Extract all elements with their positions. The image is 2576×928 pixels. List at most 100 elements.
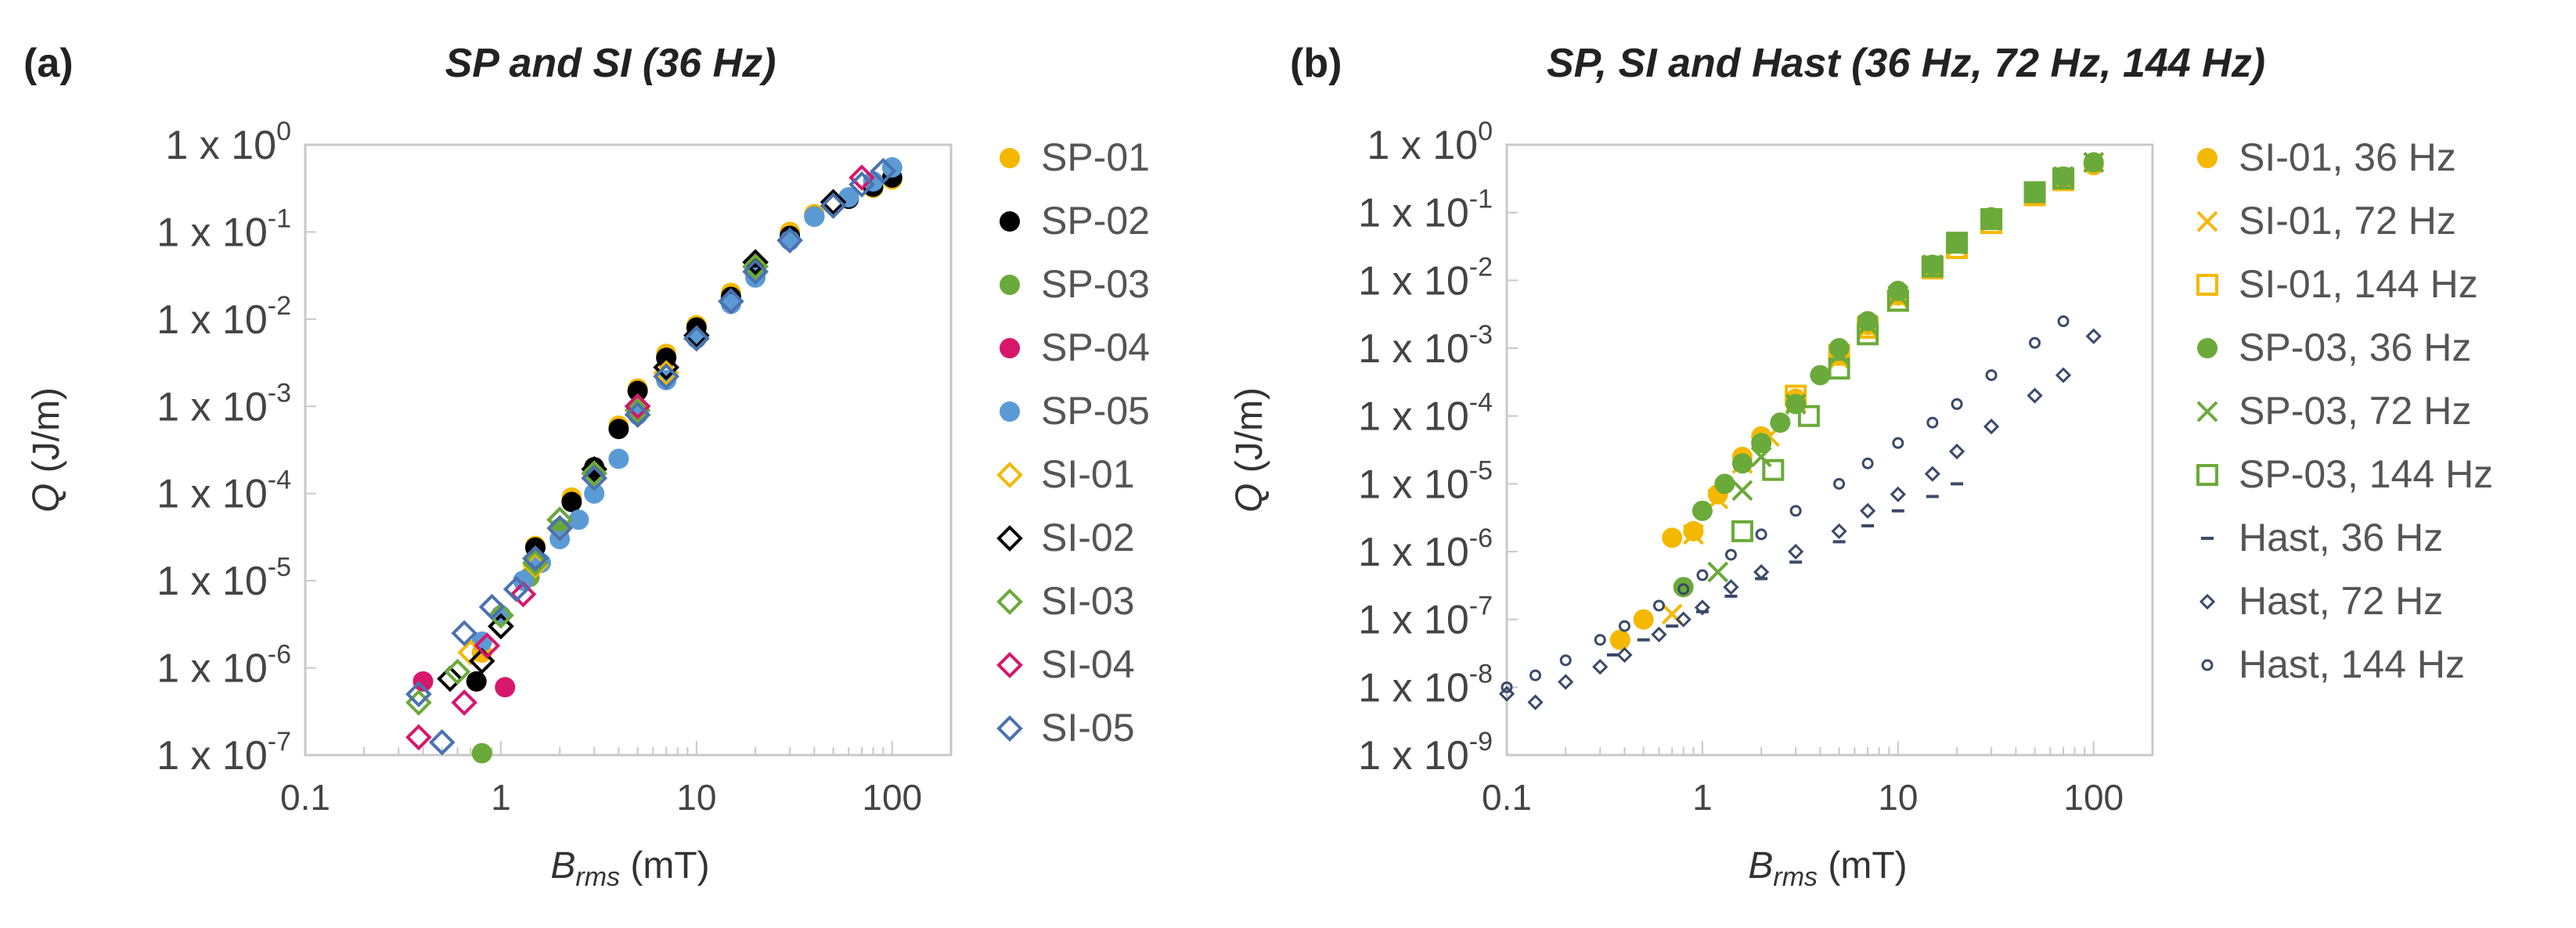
data-point [820, 189, 847, 216]
data-point [1924, 466, 1940, 482]
y-tick-exponent: -6 [268, 640, 291, 670]
y-tick-label: 1 x 10-1 [157, 203, 291, 255]
data-point [2083, 152, 2105, 173]
data-point [1675, 611, 1692, 628]
data-point [1887, 285, 1909, 306]
panel-a-x-ticks: 0.1 1 10 100 [280, 741, 952, 818]
y-tick-base: 1 x 10 [1358, 733, 1469, 779]
data-point [2024, 182, 2045, 203]
legend-label: SP-01 [1041, 135, 1150, 179]
series-si-01 [457, 192, 847, 666]
y-tick-exponent: -3 [1469, 320, 1493, 350]
legend-marker [2197, 148, 2218, 168]
y-tick-label: 1 x 10-7 [1358, 592, 1493, 643]
y-tick-exponent: -2 [1469, 252, 1493, 282]
data-point [1886, 290, 1909, 312]
y-tick-exponent: -4 [268, 466, 291, 495]
data-point [780, 230, 801, 251]
legend-label: SI-01, 72 Hz [2239, 199, 2456, 243]
x-axis-label-sub: rms [575, 862, 620, 892]
legend-label: SI-04 [1041, 642, 1135, 686]
data-point [478, 593, 506, 620]
legend-item: SI-04 [996, 642, 1135, 686]
x-tick-label: 100 [862, 777, 922, 818]
data-point [863, 171, 884, 192]
data-point [718, 288, 744, 315]
panel-b-title: SP, SI and Hast (36 Hz, 72 Hz, 144 Hz) [1547, 41, 2265, 86]
data-point [1529, 669, 1542, 682]
data-point [1683, 520, 1704, 541]
y-tick-label: 1 x 10-5 [157, 552, 291, 604]
legend-label: SP-03, 72 Hz [2239, 389, 2471, 433]
legend-marker [2196, 401, 2218, 423]
data-point [1696, 569, 1709, 581]
legend-marker [2196, 210, 2218, 232]
data-point [624, 401, 651, 428]
y-tick-base: 1 x 10 [157, 297, 268, 343]
data-point [608, 419, 629, 440]
legend-item: Hast, 36 Hz [2201, 516, 2443, 559]
data-point [1501, 681, 1513, 693]
series-sp-04 [413, 671, 516, 698]
legend-marker [1000, 275, 1020, 295]
series-si-03 [405, 253, 769, 716]
data-point [624, 397, 651, 424]
data-point [2052, 167, 2075, 189]
data-point [1694, 599, 1711, 616]
data-point [820, 192, 847, 219]
legend-item: SI-03 [996, 579, 1135, 623]
y-tick-label: 1 x 100 [165, 117, 291, 168]
data-point [1609, 629, 1630, 650]
data-point [1948, 443, 1965, 460]
legend-marker [1000, 148, 1020, 168]
legend-item: SP-03, 72 Hz [2196, 389, 2471, 433]
data-point [1707, 561, 1729, 583]
y-tick-base: 1 x 10 [1358, 462, 1469, 507]
data-point [870, 157, 897, 185]
legend-marker [1000, 211, 1020, 232]
data-point [1731, 453, 1753, 474]
legend-label: Hast, 36 Hz [2239, 516, 2443, 559]
panel-a-title: SP and SI (36 Hz) [445, 41, 776, 86]
y-tick-label: 1 x 10-2 [157, 291, 291, 343]
data-point [581, 455, 607, 483]
data-point [1731, 520, 1753, 542]
data-point [2027, 387, 2043, 404]
data-point [561, 491, 582, 513]
y-tick-label: 1 x 10-3 [157, 378, 291, 430]
legend-label: Hast, 144 Hz [2239, 642, 2465, 686]
legend-item: SI-05 [996, 706, 1135, 750]
data-point [2055, 367, 2072, 383]
x-tick-label: 10 [676, 777, 716, 818]
data-point [1724, 549, 1737, 561]
legend-marker [1000, 338, 1020, 358]
data-point [1592, 659, 1609, 675]
legend-marker [2201, 659, 2214, 671]
data-point [1980, 208, 2003, 231]
data-point [405, 681, 432, 707]
y-tick-label: 1 x 100 [1367, 117, 1493, 168]
legend-label: SI-01 [1041, 452, 1135, 496]
data-point [1755, 528, 1767, 541]
y-tick-label: 1 x 10-4 [157, 466, 291, 517]
data-point [405, 689, 432, 716]
data-point [413, 671, 434, 692]
data-point [1828, 344, 1850, 365]
legend-item: SP-03, 144 Hz [2196, 452, 2493, 496]
data-point [1828, 358, 1850, 380]
data-point [1594, 634, 1606, 646]
y-tick-base: 1 x 10 [157, 472, 268, 517]
legend-marker [2196, 464, 2218, 486]
y-tick-label: 1 x 10-7 [157, 727, 291, 779]
data-point [1860, 502, 1876, 519]
data-point [683, 325, 710, 352]
data-point [488, 613, 514, 640]
data-point [776, 227, 803, 254]
data-point [2029, 336, 2041, 349]
y-tick-base: 1 x 10 [165, 123, 276, 168]
x-tick-label: 0.1 [280, 777, 330, 818]
data-point [1833, 477, 1846, 490]
legend-item: SI-01, 144 Hz [2196, 262, 2478, 306]
data-point [1498, 685, 1515, 702]
data-point [1785, 393, 1807, 415]
